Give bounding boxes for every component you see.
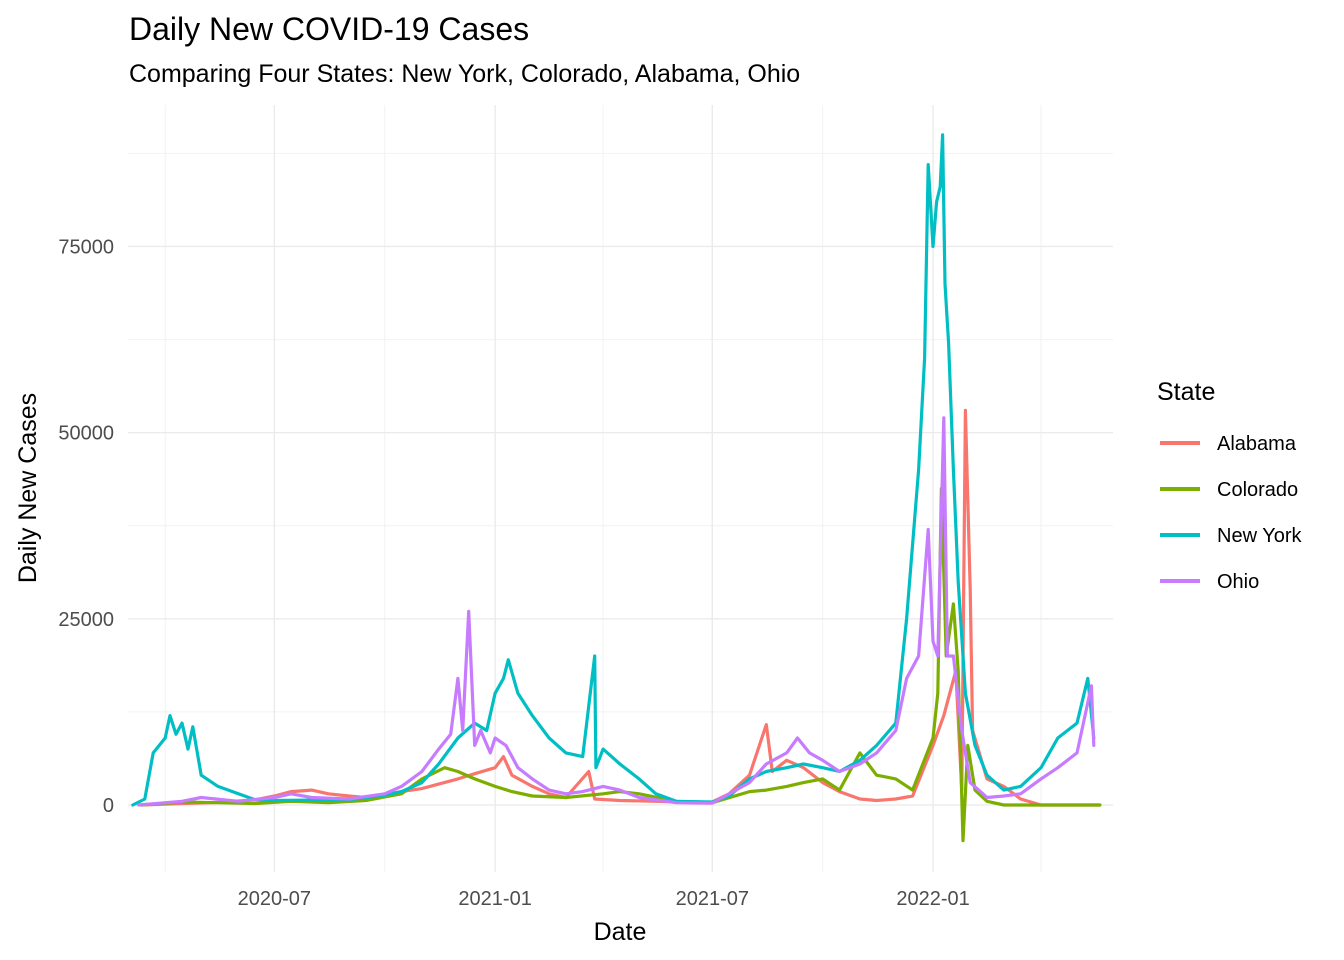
x-tick-label: 2022-01	[896, 888, 969, 910]
chart-title: Daily New COVID-19 Cases	[129, 11, 530, 47]
chart-subtitle: Comparing Four States: New York, Colorad…	[129, 60, 801, 88]
y-tick-label: 0	[103, 795, 114, 817]
legend-label: Alabama	[1217, 433, 1297, 455]
legend-label: Ohio	[1217, 571, 1259, 593]
legend-title: State	[1157, 378, 1215, 406]
x-tick-label: 2021-07	[676, 888, 749, 910]
y-tick-label: 50000	[58, 423, 114, 445]
minor-gridlines	[128, 105, 1113, 872]
legend-label: Colorado	[1217, 479, 1298, 501]
y-tick-label: 75000	[58, 236, 114, 258]
series-line-alabama	[139, 408, 1102, 807]
legend: State Alabama Colorado New York Ohio	[1157, 378, 1302, 593]
y-tick-label: 25000	[58, 609, 114, 631]
series-line-colorado	[139, 486, 1102, 843]
x-axis-title: Date	[594, 918, 647, 946]
series-line-new-york	[131, 133, 1096, 807]
series-line-ohio	[137, 416, 1096, 807]
series-lines	[131, 133, 1102, 843]
x-tick-label: 2020-07	[238, 888, 311, 910]
legend-label: New York	[1217, 525, 1302, 547]
y-axis-title: Daily New Cases	[14, 393, 42, 583]
x-tick-label: 2021-01	[458, 888, 531, 910]
axis-ticks: 0 25000 50000 75000 2020-07 2021-01 2021-07 202…	[58, 236, 969, 910]
